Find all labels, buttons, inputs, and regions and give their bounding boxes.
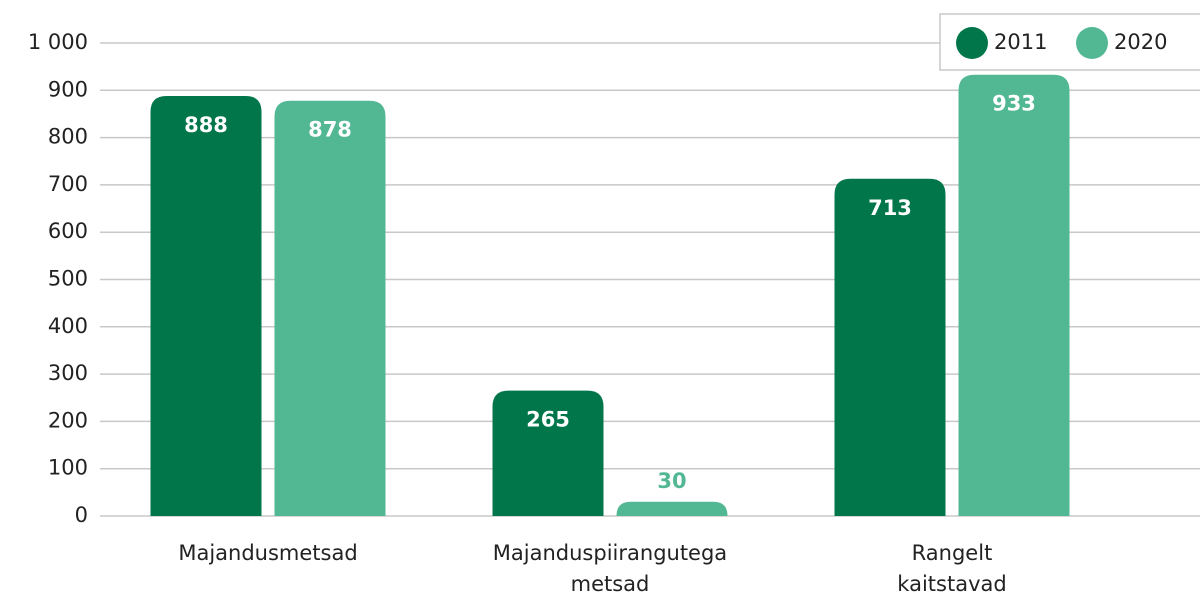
bar: [616, 501, 728, 516]
y-tick-label: 200: [48, 408, 88, 432]
value-label: 878: [308, 118, 352, 142]
value-label: 30: [657, 469, 686, 493]
value-label: 713: [868, 196, 912, 220]
value-label: 888: [184, 113, 228, 137]
bar: [274, 100, 386, 517]
legend-swatch: [956, 27, 988, 59]
y-tick-label: 0: [75, 503, 88, 527]
y-tick-label: 100: [48, 456, 88, 480]
legend-swatch: [1076, 27, 1108, 59]
y-tick-label: 500: [48, 267, 88, 291]
bar: [492, 390, 604, 516]
bar: [834, 178, 946, 516]
x-tick-line: Rangelt: [912, 541, 993, 565]
value-label: 933: [992, 92, 1036, 116]
x-tick-line: Majanduspiirangutega: [493, 541, 727, 565]
y-tick-label: 300: [48, 361, 88, 385]
legend-label: 2011: [994, 30, 1047, 54]
value-label: 265: [526, 408, 570, 432]
y-tick-label: 1 000: [28, 30, 88, 54]
y-tick-label: 900: [48, 77, 88, 101]
y-tick-label: 400: [48, 314, 88, 338]
x-tick-line: metsad: [571, 572, 650, 596]
legend-label: 2020: [1114, 30, 1167, 54]
y-tick-label: 600: [48, 219, 88, 243]
x-tick-label: Majandusmetsad: [178, 541, 357, 565]
y-tick-label: 800: [48, 125, 88, 149]
x-tick-line: kaitstavad: [897, 572, 1006, 596]
bar: [958, 74, 1070, 516]
y-tick-label: 700: [48, 172, 88, 196]
x-tick-label: Rangeltkaitstavadmetsad: [897, 541, 1006, 598]
x-tick-label: Majanduspiirangutega metsad: [493, 541, 727, 596]
bar: [150, 95, 262, 516]
